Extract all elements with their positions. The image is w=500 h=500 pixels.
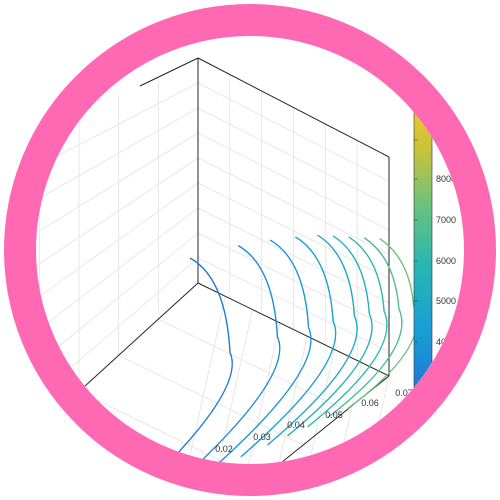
series-curve <box>174 245 281 464</box>
grid-line <box>197 232 390 328</box>
grid-lines <box>36 74 390 464</box>
series-curve <box>307 236 388 428</box>
grid-line <box>313 362 363 464</box>
series-curve <box>121 257 233 464</box>
grid-line <box>340 375 390 464</box>
grid-line <box>118 354 310 449</box>
axis-line <box>139 57 199 87</box>
series-curves <box>121 234 418 464</box>
grid-line <box>36 257 199 464</box>
circular-frame <box>4 4 496 496</box>
grid-line <box>36 82 199 208</box>
x-tick-label: 0.04 <box>287 420 305 430</box>
colorbar-gradient <box>414 96 432 406</box>
grid-line <box>197 107 390 207</box>
colorbar-tick-label: 7000 <box>436 215 456 225</box>
grid-line <box>36 107 199 244</box>
grid-line <box>36 207 199 391</box>
grid-line <box>197 82 390 182</box>
x-tick-label: 0.03 <box>253 432 271 442</box>
axis-line <box>197 57 390 158</box>
series-curve <box>240 236 337 458</box>
series-curve <box>287 235 373 437</box>
grid-line <box>197 207 390 304</box>
colorbar-tick-label: 8000 <box>436 174 456 184</box>
x-tick-label: 0.07 <box>395 388 413 398</box>
x-tick-label: 0.02 <box>215 444 233 454</box>
grid-line <box>204 309 253 464</box>
colorbar-tick-label: 6000 <box>436 256 456 266</box>
series-curve <box>267 234 358 446</box>
grid-line <box>36 132 199 281</box>
series-curve <box>210 239 312 464</box>
x-tick-label: 0.06 <box>361 398 379 408</box>
grid-line <box>36 157 199 317</box>
grid-line <box>36 232 199 427</box>
series-curve <box>327 237 403 419</box>
grid-line <box>258 336 308 464</box>
colorbar-tick-label: 5000 <box>436 296 456 306</box>
grid-line <box>158 318 350 413</box>
grid-line <box>197 157 390 255</box>
grid-line <box>197 257 390 353</box>
grid-line <box>78 391 271 464</box>
x-tick-label: 0.05 <box>325 410 343 420</box>
grid-line <box>176 296 226 464</box>
grid-line <box>197 132 390 231</box>
grid-line <box>231 322 281 464</box>
axis-line <box>197 282 390 377</box>
grid-line <box>36 182 199 354</box>
